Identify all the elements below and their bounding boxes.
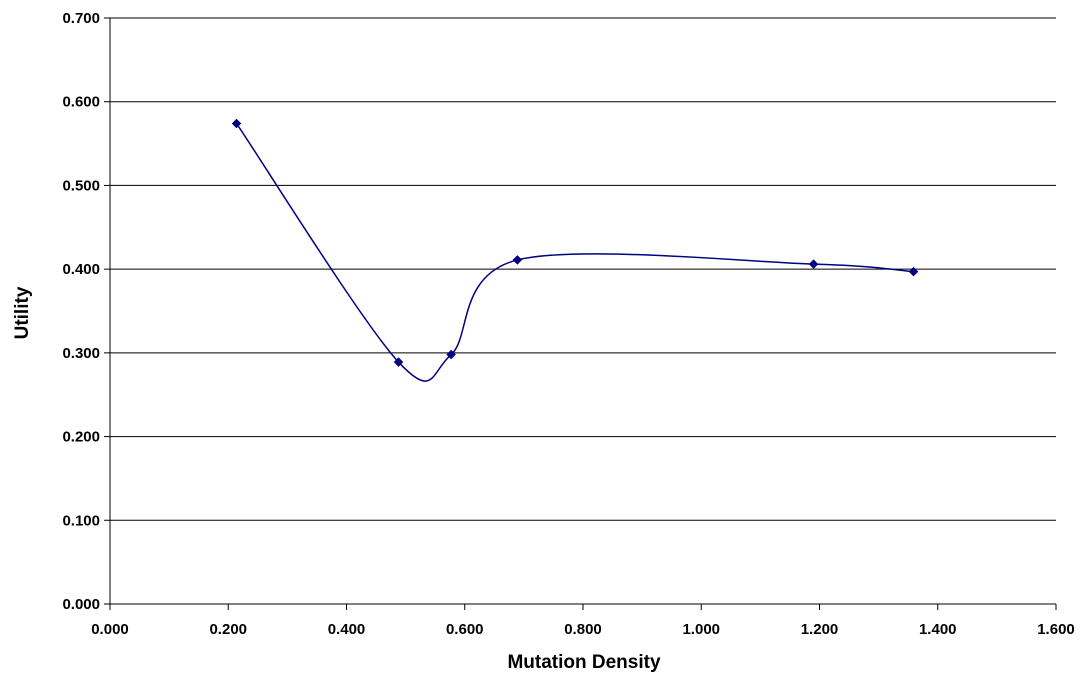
series-markers bbox=[231, 118, 919, 367]
y-tick-label: 0.000 bbox=[62, 596, 100, 613]
gridlines bbox=[110, 17, 1056, 521]
x-tick-label: 1.600 bbox=[1037, 621, 1075, 638]
x-tick-label: 0.600 bbox=[446, 621, 484, 638]
y-tick-label: 0.100 bbox=[62, 512, 100, 529]
x-axis-title: Mutation Density bbox=[507, 652, 660, 673]
y-tick-label: 0.200 bbox=[62, 429, 100, 446]
y-tick-label: 0.400 bbox=[62, 261, 100, 278]
x-tick-label: 0.800 bbox=[564, 621, 602, 638]
y-tick-label: 0.300 bbox=[62, 345, 100, 362]
x-tick-label: 1.200 bbox=[801, 621, 839, 638]
data-point bbox=[908, 266, 919, 277]
y-tick-label: 0.700 bbox=[62, 10, 100, 27]
data-point bbox=[393, 357, 404, 367]
x-tick-label: 1.400 bbox=[919, 621, 957, 638]
x-tick-label: 0.200 bbox=[209, 621, 247, 638]
x-tick-labels: 0.000 0.200 0.400 0.600 0.800 1.000 1.200 1.400… bbox=[91, 621, 1075, 638]
data-point bbox=[231, 118, 242, 129]
data-point bbox=[512, 255, 523, 265]
y-tick-label: 0.500 bbox=[62, 177, 100, 194]
x-tick-label: 0.000 bbox=[91, 621, 129, 638]
x-tick-label: 1.000 bbox=[682, 621, 720, 638]
data-point bbox=[808, 259, 819, 269]
x-tick-label: 0.400 bbox=[328, 621, 366, 638]
y-tick-labels: 0.000 0.100 0.200 0.300 0.400 0.500 0.600 0.700 bbox=[62, 10, 100, 613]
data-point bbox=[446, 349, 457, 360]
y-tick-label: 0.600 bbox=[62, 94, 100, 111]
y-axis-title: Utility bbox=[12, 286, 33, 339]
axes bbox=[104, 17, 1057, 610]
